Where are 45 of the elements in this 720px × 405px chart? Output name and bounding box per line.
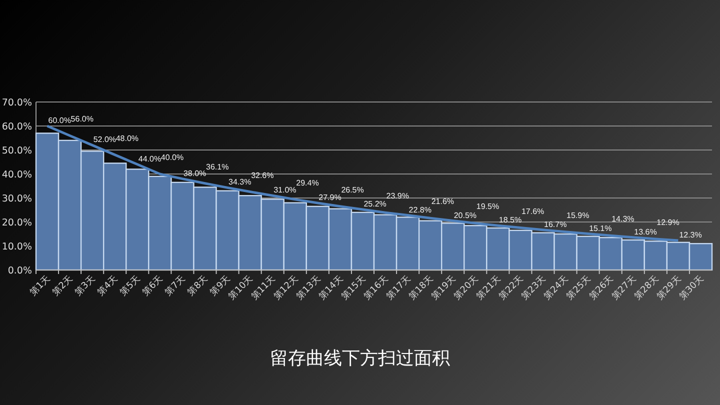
data-label: 16.7% bbox=[544, 220, 567, 229]
data-label: 52.0% bbox=[93, 135, 116, 144]
data-label: 44.0% bbox=[138, 154, 162, 164]
data-label: 26.5% bbox=[341, 185, 364, 194]
data-label: 17.6% bbox=[521, 206, 544, 216]
data-label: 27.9% bbox=[318, 193, 342, 202]
data-label: 38.0% bbox=[183, 168, 206, 178]
data-label: 15.9% bbox=[566, 210, 590, 220]
y-tick-label: 30.0% bbox=[2, 194, 32, 204]
x-tick-label: 第8天 bbox=[186, 273, 210, 298]
data-label: 36.1% bbox=[206, 162, 229, 172]
data-label: 13.6% bbox=[634, 227, 657, 236]
data-label: 18.5% bbox=[498, 216, 522, 225]
data-label: 29.4% bbox=[296, 178, 319, 188]
y-tick-label: 60.0% bbox=[2, 122, 32, 132]
data-label: 21.6% bbox=[431, 197, 454, 206]
y-tick-label: 50.0% bbox=[2, 146, 32, 156]
data-label: 12.9% bbox=[656, 218, 680, 228]
x-tick-label: 第2天 bbox=[50, 273, 75, 298]
data-label: 34.3% bbox=[228, 178, 252, 187]
data-label: 12.3% bbox=[679, 230, 702, 240]
x-tick-label: 第7天 bbox=[163, 273, 188, 298]
data-label: 40.0% bbox=[160, 153, 184, 162]
x-tick-label: 第3天 bbox=[72, 273, 98, 298]
x-tick-label: 第6天 bbox=[140, 273, 166, 298]
y-tick-label: 10.0% bbox=[2, 242, 32, 252]
data-label: 56.0% bbox=[70, 114, 94, 124]
data-label: 31.0% bbox=[274, 186, 296, 195]
y-tick-label: 20.0% bbox=[2, 218, 32, 228]
line-series bbox=[46, 124, 680, 242]
data-label: 22.8% bbox=[408, 205, 432, 214]
y-tick-label: 70.0% bbox=[2, 98, 32, 108]
x-tick-label: 第4天 bbox=[95, 273, 120, 298]
x-tick-label: 第5天 bbox=[118, 273, 143, 298]
data-label: 48.0% bbox=[116, 134, 139, 143]
data-label: 25.2% bbox=[364, 200, 386, 209]
data-label: 60.0% bbox=[48, 116, 71, 125]
data-label: 32.6% bbox=[251, 170, 274, 180]
data-label: 20.5% bbox=[454, 210, 477, 220]
data-label: 15.1% bbox=[589, 224, 612, 233]
text: 留存曲线下方扫过面积 bbox=[270, 348, 450, 369]
data-label: 14.3% bbox=[612, 214, 634, 224]
data-label: 19.5% bbox=[476, 202, 500, 212]
y-tick-label: 40.0% bbox=[2, 170, 32, 180]
data-label: 23.9% bbox=[386, 192, 409, 201]
